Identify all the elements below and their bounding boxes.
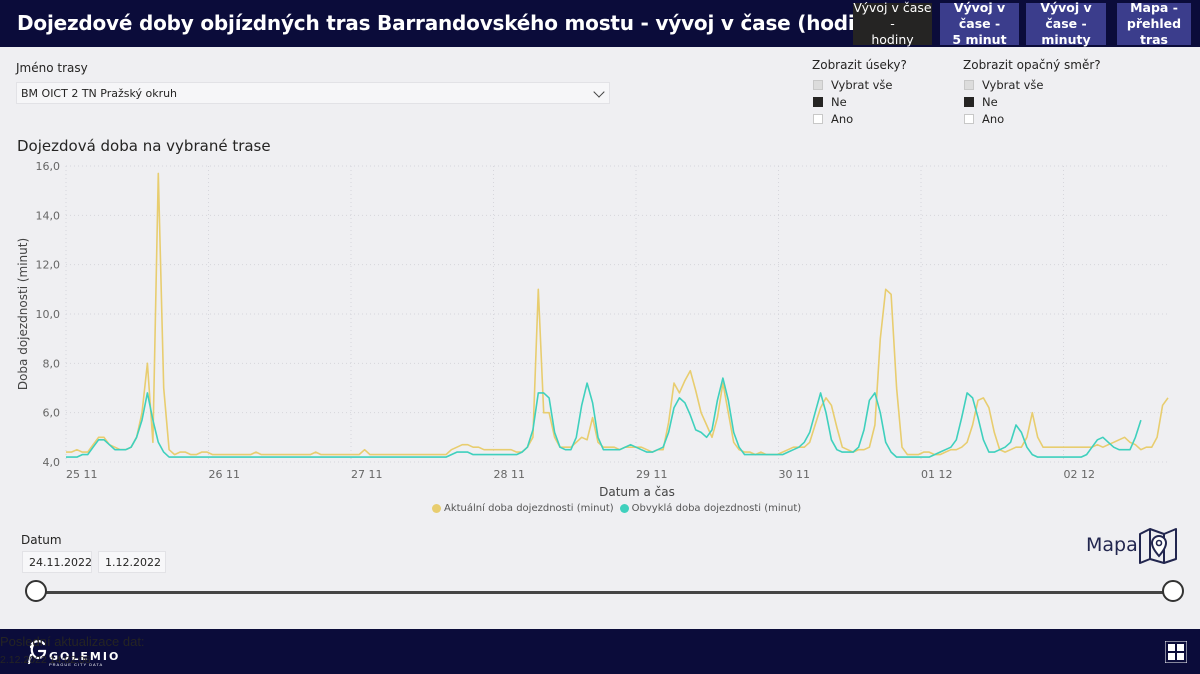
nav-button-5-minut[interactable]: Vývoj v čase - 5 minut bbox=[940, 0, 1019, 47]
map-icon[interactable] bbox=[1138, 526, 1178, 564]
opposite-label: Zobrazit opačný směr? bbox=[963, 58, 1101, 72]
y-tick-label: 10,0 bbox=[36, 308, 61, 321]
route-label: Jméno trasy bbox=[16, 61, 88, 75]
date-slider-end-handle[interactable] bbox=[1162, 580, 1184, 602]
option-label: Ne bbox=[831, 95, 847, 109]
golemio-logo-sub: PRAGUE CITY DATA bbox=[49, 662, 104, 667]
segments-label: Zobrazit úseky? bbox=[812, 58, 907, 72]
checkbox-icon bbox=[964, 97, 974, 107]
legend-dot-icon bbox=[619, 504, 629, 513]
y-tick-label: 16,0 bbox=[36, 160, 61, 173]
segments-option-ne[interactable]: Ne bbox=[813, 95, 847, 109]
x-tick-label: 29 11 bbox=[636, 468, 668, 481]
y-tick-label: 6,0 bbox=[43, 407, 61, 420]
x-tick-label: 26 11 bbox=[209, 468, 241, 481]
nav-button-label: Vývoj v čase - 5 minut bbox=[952, 0, 1007, 47]
y-tick-label: 14,0 bbox=[36, 209, 61, 222]
x-tick-label: 25 11 bbox=[66, 468, 98, 481]
segments-option-select-all[interactable]: Vybrat vše bbox=[813, 78, 892, 92]
date-label: Datum bbox=[21, 533, 62, 547]
opposite-option-ano[interactable]: Ano bbox=[964, 112, 1004, 126]
nav-button-label: Mapa - přehled tras bbox=[1126, 0, 1182, 47]
update-label: Poslední aktualizace dat: bbox=[0, 634, 145, 649]
nav-button-mapa[interactable]: Mapa - přehled tras bbox=[1117, 0, 1191, 47]
nav-button-label: Vývoj v čase - minuty bbox=[1040, 0, 1092, 47]
oict-logo-icon bbox=[1165, 641, 1187, 663]
option-label: Ano bbox=[982, 112, 1005, 126]
nav-button-hodiny[interactable]: Vývoj v čase - hodiny bbox=[853, 0, 932, 47]
y-axis-label: Doba dojezdnosti (minut) bbox=[16, 238, 30, 390]
checkbox-icon bbox=[964, 80, 974, 90]
segments-option-ano[interactable]: Ano bbox=[813, 112, 853, 126]
y-tick-label: 8,0 bbox=[43, 357, 61, 370]
legend-dot-icon bbox=[432, 504, 441, 513]
chevron-down-icon bbox=[593, 86, 605, 98]
x-tick-label: 30 11 bbox=[779, 468, 811, 481]
map-link-label[interactable]: Mapa bbox=[1086, 534, 1138, 556]
checkbox-icon bbox=[813, 114, 823, 124]
legend-item-actual[interactable]: Aktuální doba dojezdnosti (minut) bbox=[432, 503, 614, 514]
golemio-logo-icon bbox=[27, 640, 47, 665]
route-dropdown[interactable]: BM OICT 2 TN Pražský okruh bbox=[16, 82, 610, 104]
chart-legend: Aktuální doba dojezdnosti (minut) Obvykl… bbox=[432, 503, 807, 514]
nav-button-label: Vývoj v čase - hodiny bbox=[853, 0, 932, 47]
option-label: Ne bbox=[982, 95, 998, 109]
series-line-actual bbox=[66, 172, 1169, 456]
checkbox-icon bbox=[813, 80, 823, 90]
date-slider-start-handle[interactable] bbox=[25, 580, 47, 602]
date-start-input[interactable]: 24.11.2022 bbox=[22, 551, 92, 573]
y-tick-label: 12,0 bbox=[36, 259, 61, 272]
checkbox-icon bbox=[813, 97, 823, 107]
option-label: Ano bbox=[831, 112, 854, 126]
legend-item-usual[interactable]: Obvyklá doba dojezdnosti (minut) bbox=[619, 503, 802, 514]
option-label: Vybrat vše bbox=[831, 78, 893, 92]
x-tick-label: 28 11 bbox=[494, 468, 526, 481]
series-line-usual bbox=[66, 377, 1142, 458]
y-tick-label: 4,0 bbox=[43, 456, 61, 469]
travel-time-chart: 4,0 6,0 8,0 10,0 12,0 14,0 16,0 25 11 26 11 27 11… bbox=[16, 160, 1169, 499]
opposite-option-select-all[interactable]: Vybrat vše bbox=[964, 78, 1043, 92]
legend-label: Obvyklá doba dojezdnosti (minut) bbox=[631, 503, 802, 514]
x-tick-label: 02 12 bbox=[1064, 468, 1096, 481]
date-slider-track[interactable] bbox=[36, 591, 1173, 594]
date-end-input[interactable]: 1.12.2022 bbox=[98, 551, 166, 573]
x-axis-label: Datum a čas bbox=[599, 485, 675, 499]
x-tick-label: 01 12 bbox=[921, 468, 953, 481]
option-label: Vybrat vše bbox=[982, 78, 1044, 92]
golemio-logo: GOLEMIO bbox=[49, 650, 121, 663]
route-dropdown-value: BM OICT 2 TN Pražský okruh bbox=[21, 87, 178, 100]
x-tick-label: 27 11 bbox=[351, 468, 383, 481]
opposite-option-ne[interactable]: Ne bbox=[964, 95, 998, 109]
legend-label: Aktuální doba dojezdnosti (minut) bbox=[444, 503, 614, 514]
page-title: Dojezdové doby objízdných tras Barrandov… bbox=[17, 11, 891, 35]
nav-button-minuty[interactable]: Vývoj v čase - minuty bbox=[1026, 0, 1106, 47]
chart-title: Dojezdová doba na vybrané trase bbox=[17, 137, 271, 155]
footer-bar bbox=[0, 629, 1200, 674]
checkbox-icon bbox=[964, 114, 974, 124]
update-timestamp: 2.12.2022 14:02:06 bbox=[0, 654, 91, 666]
